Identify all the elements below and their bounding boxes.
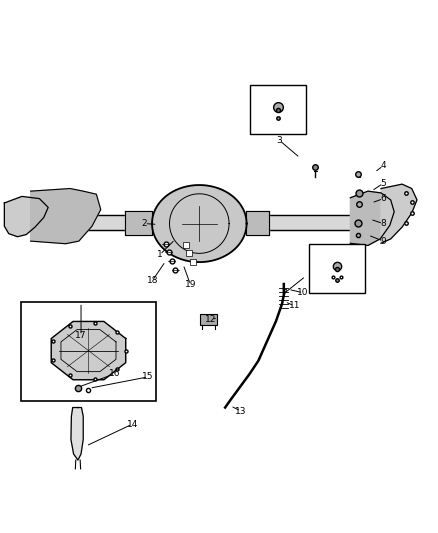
- Text: 5: 5: [380, 179, 386, 188]
- Bar: [309, 244, 365, 293]
- Text: 4: 4: [381, 161, 386, 170]
- Text: 7: 7: [281, 289, 287, 298]
- Text: 13: 13: [235, 407, 247, 416]
- Text: 17: 17: [75, 331, 87, 340]
- Text: 3: 3: [276, 136, 283, 145]
- Text: T: T: [76, 428, 80, 433]
- Text: 12: 12: [205, 314, 217, 324]
- Polygon shape: [31, 189, 101, 244]
- Polygon shape: [152, 185, 247, 262]
- Bar: [200, 314, 217, 325]
- Bar: [250, 85, 306, 134]
- Text: 16: 16: [109, 369, 120, 378]
- Polygon shape: [51, 321, 126, 379]
- Bar: [190, 259, 196, 265]
- Polygon shape: [71, 408, 83, 460]
- Text: 1: 1: [157, 250, 163, 259]
- Text: V: V: [75, 438, 81, 443]
- Polygon shape: [381, 184, 417, 243]
- Text: 9: 9: [380, 237, 386, 246]
- Text: 8: 8: [380, 219, 386, 228]
- Text: 14: 14: [127, 419, 138, 429]
- Text: 19: 19: [185, 280, 196, 289]
- Text: 18: 18: [147, 276, 158, 285]
- Text: 15: 15: [142, 373, 154, 382]
- Bar: [186, 251, 192, 256]
- Text: 2: 2: [142, 219, 147, 228]
- Text: 10: 10: [297, 288, 309, 297]
- Bar: [183, 241, 189, 248]
- Polygon shape: [350, 191, 394, 246]
- Text: R: R: [75, 418, 81, 423]
- Text: 6: 6: [380, 194, 386, 203]
- Text: 11: 11: [289, 302, 300, 310]
- Polygon shape: [4, 197, 48, 237]
- Bar: [21, 302, 156, 401]
